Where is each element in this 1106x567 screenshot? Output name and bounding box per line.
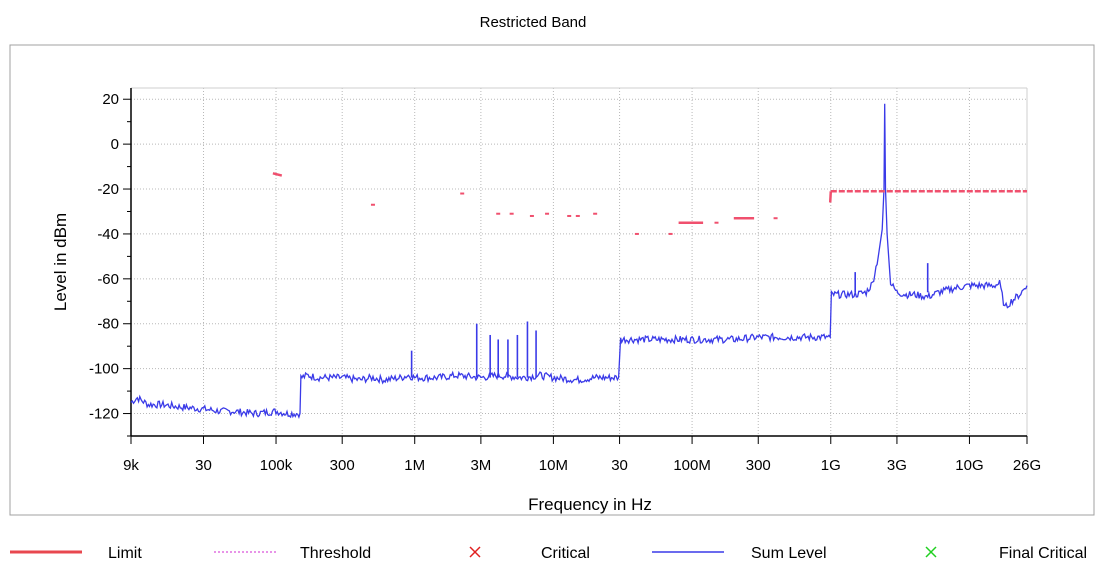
x-tick-label: 30	[195, 457, 212, 474]
x-tick-label: 30	[611, 457, 628, 474]
legend-item-sum-level: Sum Level	[652, 545, 827, 562]
y-tick-label: -100	[89, 361, 119, 378]
legend-swatch	[469, 546, 481, 558]
x-tick-label: 300	[746, 457, 771, 474]
grid-lines	[130, 87, 1028, 436]
legend-label: Critical	[541, 545, 590, 562]
y-tick-label: -60	[97, 271, 119, 288]
limit-segment	[272, 172, 283, 177]
y-tick-label: -40	[97, 226, 119, 243]
x-tick-label: 3G	[887, 457, 907, 474]
y-tick-label: -20	[97, 181, 119, 198]
x-tick-label: 1G	[821, 457, 841, 474]
legend-label: Sum Level	[751, 545, 827, 562]
y-axis: 20 0 -20 -40 -60 -80 -100 -120	[89, 88, 132, 437]
x-tick-label: 1M	[404, 457, 425, 474]
y-axis-label: Level in dBm	[51, 213, 70, 311]
y-tick-label: -120	[89, 406, 119, 423]
x-tick-label: 100k	[260, 457, 293, 474]
legend-label: Final Critical	[999, 545, 1087, 562]
x-tick-label: 26G	[1013, 457, 1041, 474]
x-tick-label: 10M	[539, 457, 568, 474]
legend-item-limit: Limit	[10, 545, 142, 562]
x-axis-label: Frequency in Hz	[528, 495, 652, 514]
limit-segment	[828, 191, 833, 203]
chart-frame	[9, 44, 1095, 516]
x-tick-label: 300	[330, 457, 355, 474]
x-tick-label: 10G	[955, 457, 983, 474]
legend-label: Threshold	[300, 545, 371, 562]
chart-title: Restricted Band	[480, 14, 587, 31]
legend-item-critical: Critical	[469, 545, 590, 562]
legend-item-final-critical: Final Critical	[925, 545, 1087, 562]
y-tick-label: -80	[97, 316, 119, 333]
x-axis: 9k 30 100k 300 1M 3M 10M 30 100M 300 1G 3G 10G 26G	[123, 435, 1041, 474]
x-tick-label: 3M	[470, 457, 491, 474]
legend-label: Limit	[108, 545, 142, 562]
x-tick-label: 100M	[673, 457, 711, 474]
legend-swatch	[925, 546, 937, 558]
sum-level-trace	[130, 103, 1028, 420]
series-layer	[130, 103, 1028, 420]
legend: Limit Threshold Critical Sum Level Final Cri…	[10, 545, 1087, 562]
y-tick-label: 0	[111, 136, 119, 153]
y-tick-label: 20	[102, 91, 119, 108]
legend-item-threshold: Threshold	[214, 545, 371, 562]
x-tick-label: 9k	[123, 457, 139, 474]
